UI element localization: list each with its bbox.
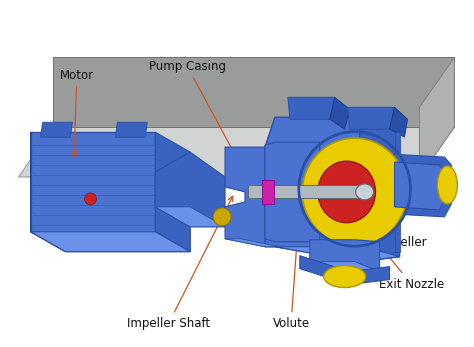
Polygon shape xyxy=(390,107,408,137)
Polygon shape xyxy=(31,132,65,252)
Bar xyxy=(262,180,274,204)
Polygon shape xyxy=(53,58,455,127)
Ellipse shape xyxy=(302,138,407,246)
Polygon shape xyxy=(330,97,350,129)
Text: Impeller: Impeller xyxy=(356,202,428,249)
Ellipse shape xyxy=(438,166,457,204)
Circle shape xyxy=(213,208,231,226)
Ellipse shape xyxy=(324,266,365,288)
Polygon shape xyxy=(310,240,380,274)
Polygon shape xyxy=(248,185,365,198)
Polygon shape xyxy=(31,232,190,252)
Text: Impeller Shaft: Impeller Shaft xyxy=(127,196,233,330)
Text: Exit Nozzle: Exit Nozzle xyxy=(360,222,444,290)
Polygon shape xyxy=(419,58,455,177)
Text: Motor: Motor xyxy=(60,68,94,157)
Ellipse shape xyxy=(318,161,375,223)
Polygon shape xyxy=(310,262,380,274)
Polygon shape xyxy=(360,117,400,262)
Circle shape xyxy=(84,193,96,205)
Polygon shape xyxy=(390,154,451,217)
Text: Volute: Volute xyxy=(273,193,310,330)
Polygon shape xyxy=(347,107,394,129)
Polygon shape xyxy=(155,152,225,227)
Polygon shape xyxy=(225,239,280,247)
Polygon shape xyxy=(394,132,400,252)
Polygon shape xyxy=(115,122,147,137)
Polygon shape xyxy=(265,117,400,262)
Polygon shape xyxy=(155,132,190,252)
Polygon shape xyxy=(300,256,390,285)
Polygon shape xyxy=(155,207,225,227)
Polygon shape xyxy=(225,147,280,247)
Polygon shape xyxy=(31,132,155,232)
Polygon shape xyxy=(394,162,445,210)
Text: Pump Casing: Pump Casing xyxy=(149,60,252,185)
Text: Pump Inlet: Pump Inlet xyxy=(379,175,442,189)
Polygon shape xyxy=(18,127,455,177)
Ellipse shape xyxy=(356,184,374,200)
Polygon shape xyxy=(288,97,335,119)
Polygon shape xyxy=(31,229,190,252)
Polygon shape xyxy=(275,247,400,262)
Polygon shape xyxy=(265,142,320,242)
Polygon shape xyxy=(41,122,73,137)
